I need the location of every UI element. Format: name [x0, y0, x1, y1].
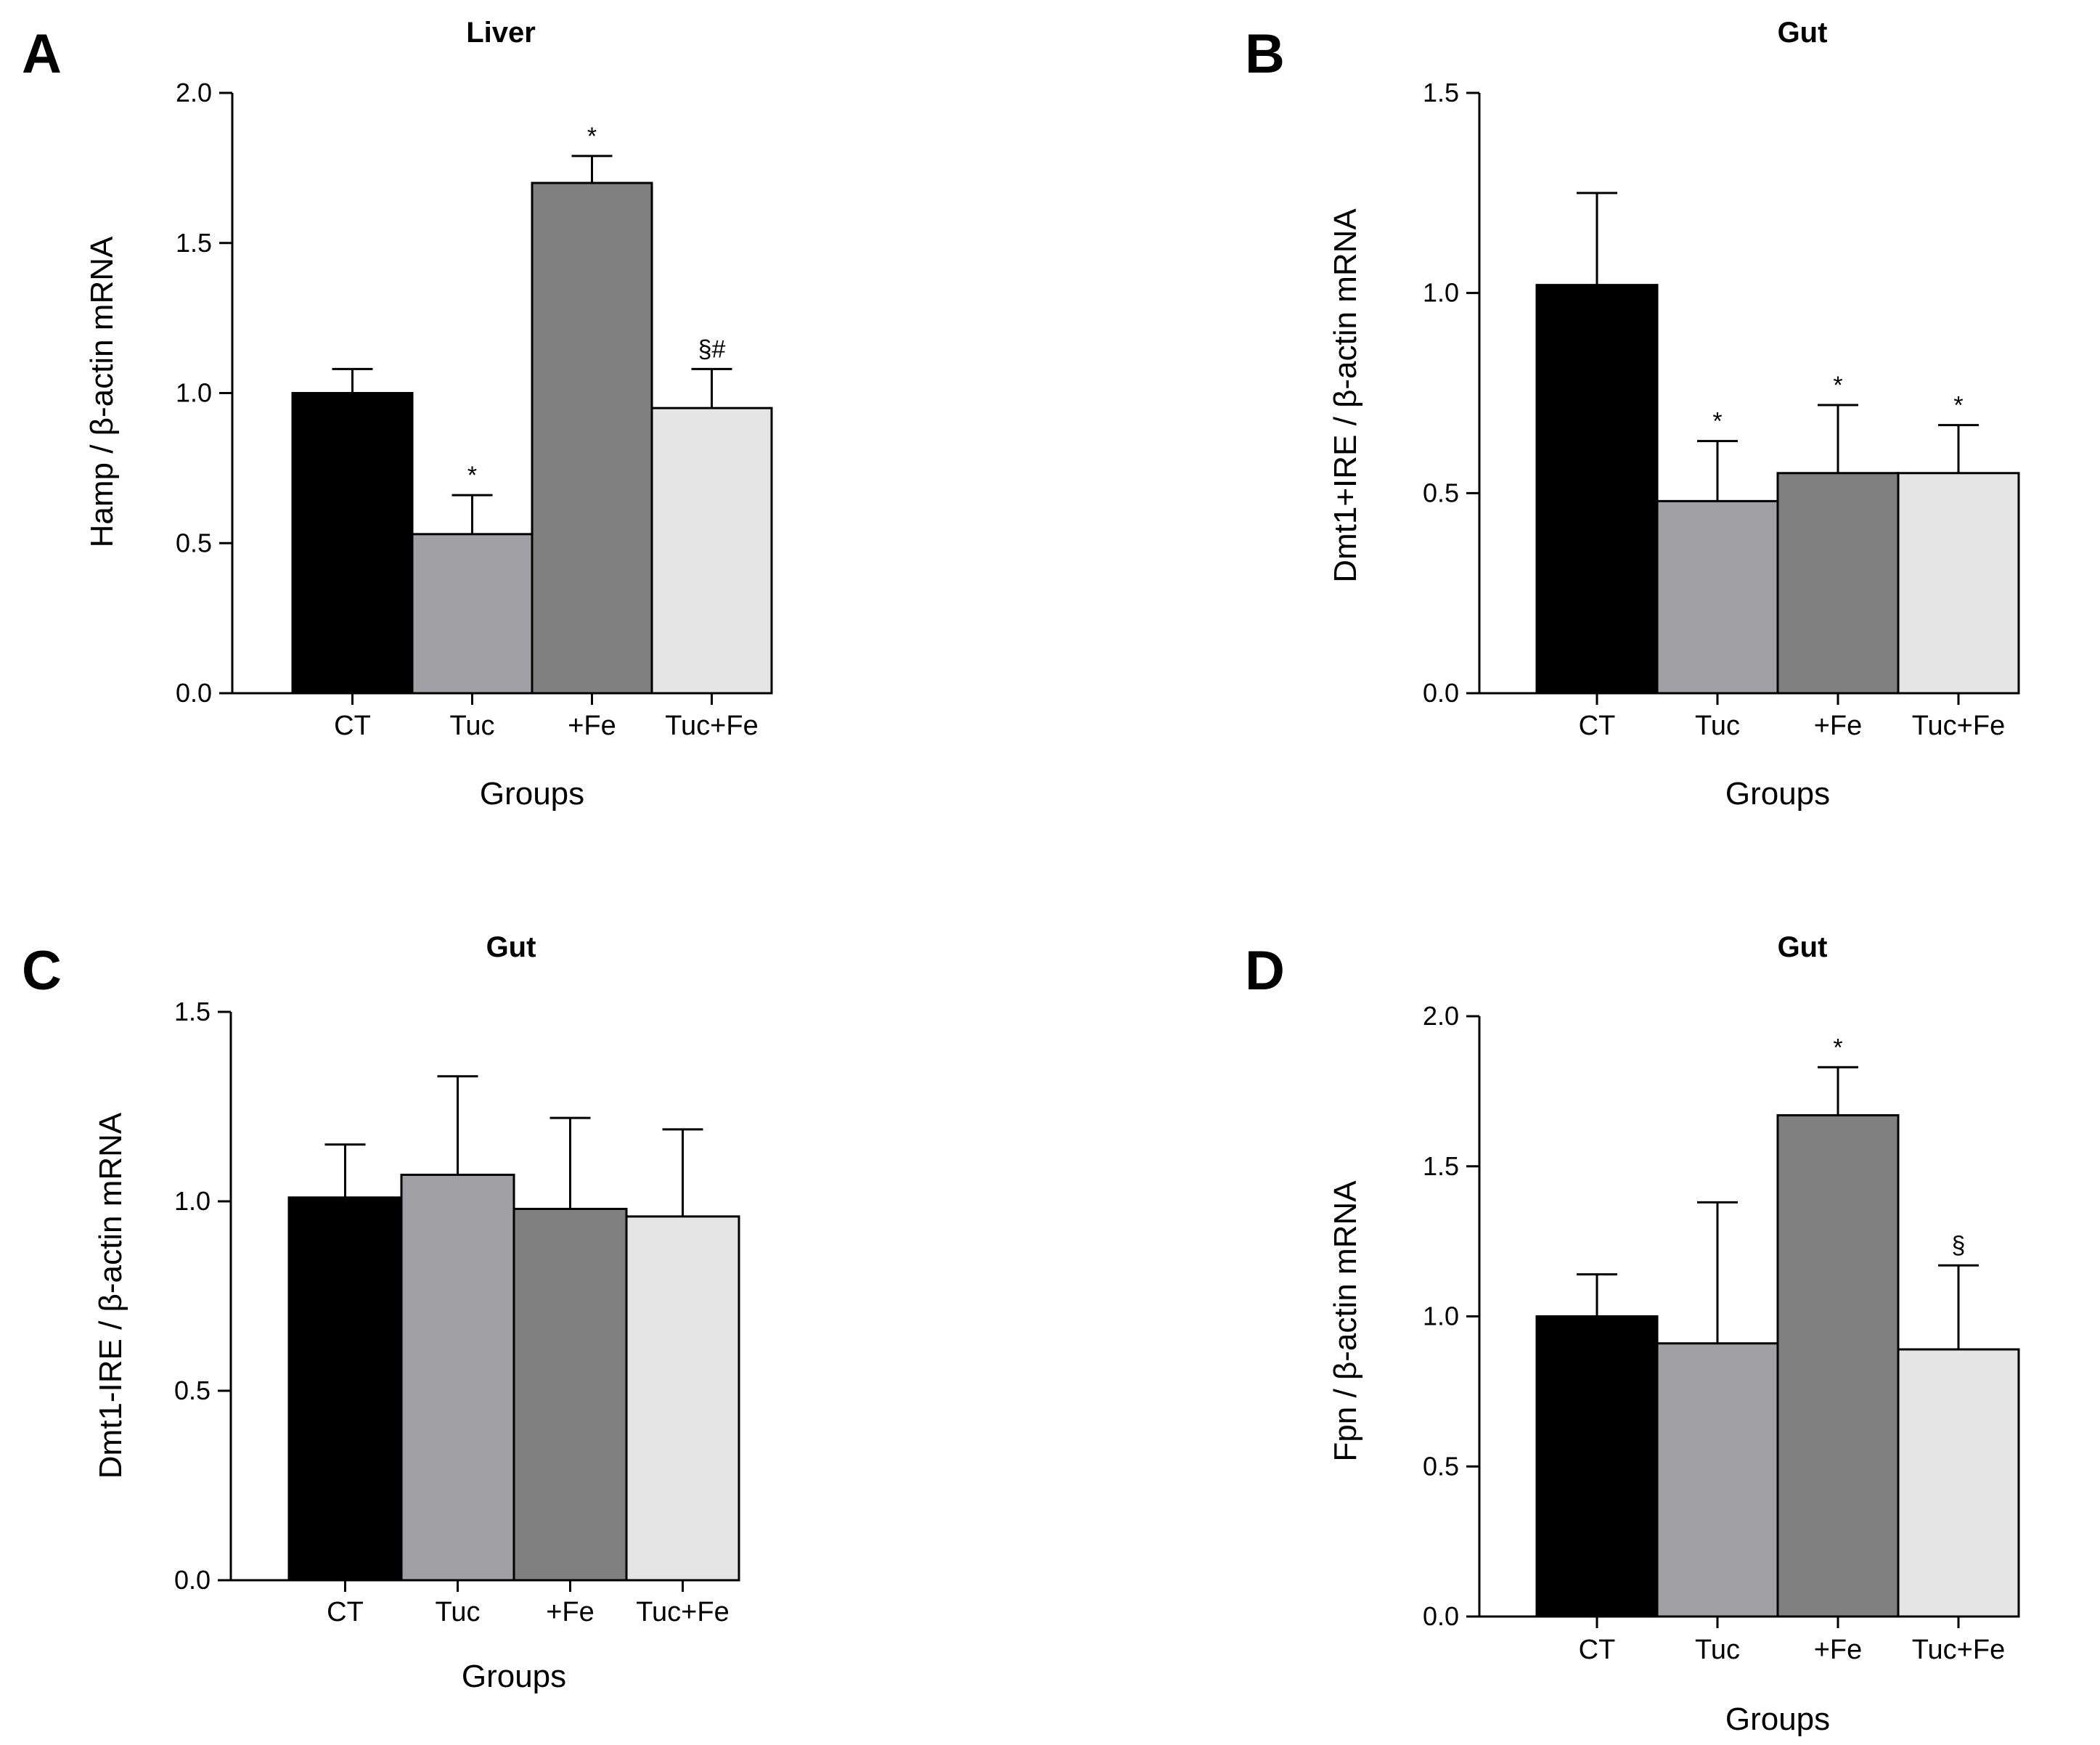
category-label: Tuc+Fe: [1912, 711, 2005, 741]
category-label: Tuc: [450, 711, 495, 741]
significance-marker: *: [587, 123, 597, 150]
bar-tuc: [400, 1173, 515, 1582]
category-label: Tuc+Fe: [1912, 1635, 2005, 1665]
y-tick-label: 2.0: [176, 78, 212, 107]
y-axis-title: Hamp / β-actin mRNA: [84, 236, 120, 547]
category-label: CT: [1579, 1635, 1616, 1665]
bar-tuc: [411, 533, 534, 695]
significance-marker: *: [1833, 372, 1842, 399]
y-tick-label: 2.0: [1423, 1001, 1459, 1031]
significance-marker: §: [1952, 1232, 1966, 1259]
significance-marker: *: [1833, 1034, 1842, 1061]
significance-marker: *: [1953, 392, 1963, 420]
category-label: Tuc: [1695, 1635, 1740, 1665]
bar-plus-fe: [531, 181, 653, 695]
category-label: CT: [327, 1597, 364, 1627]
panel-letter: D: [1245, 940, 1285, 1002]
bar-tuc-plus-fe: [625, 1215, 740, 1582]
significance-marker: *: [467, 462, 477, 489]
bar-tuc: [1656, 1342, 1779, 1618]
y-tick-label: 0.0: [176, 678, 212, 708]
y-tick-label: 0.5: [1423, 478, 1459, 507]
y-tick-label: 1.5: [1423, 1151, 1459, 1181]
y-axis-title: Fpn / β-actin mRNA: [1328, 1180, 1363, 1462]
x-axis-title: Groups: [480, 776, 584, 812]
bar-ct: [291, 392, 414, 695]
y-tick-label: 0.0: [174, 1565, 211, 1595]
bar-plus-fe: [512, 1207, 628, 1582]
y-tick-label: 1.5: [174, 997, 211, 1026]
y-tick-label: 1.5: [1423, 78, 1459, 107]
y-tick-label: 1.0: [174, 1186, 211, 1216]
bar-tuc: [1656, 499, 1779, 695]
y-axis-title: Dmt1+IRE / β-actin mRNA: [1328, 208, 1363, 583]
bar-ct: [1535, 284, 1659, 695]
category-label: +Fe: [568, 711, 616, 741]
category-label: +Fe: [546, 1597, 595, 1627]
bar-ct: [1535, 1315, 1659, 1618]
y-tick-label: 1.0: [176, 378, 212, 408]
bar-ct: [287, 1196, 403, 1582]
y-tick-label: 0.5: [176, 528, 212, 557]
significance-marker: §#: [698, 335, 726, 363]
panel-letter: C: [22, 940, 62, 1002]
panel-letter: B: [1245, 23, 1285, 85]
category-label: Tuc+Fe: [636, 1597, 729, 1627]
x-axis-title: Groups: [1725, 776, 1830, 812]
y-tick-label: 0.5: [174, 1376, 211, 1405]
chart-title: Gut: [1778, 931, 1828, 963]
bar-tuc-plus-fe: [1897, 472, 2020, 695]
y-tick-label: 1.0: [1423, 278, 1459, 308]
chart-title: Liver: [466, 17, 536, 49]
y-axis-title: Dmt1-IRE / β-actin mRNA: [93, 1112, 128, 1479]
category-label: Tuc+Fe: [665, 711, 758, 741]
category-label: +Fe: [1814, 1635, 1863, 1665]
y-tick-label: 0.0: [1423, 1601, 1459, 1631]
y-tick-label: 0.0: [1423, 678, 1459, 708]
chart-panel-a: A Liver 0.0 0.5 1.0 1.5 2.0 CT Tuc * +Fe * Tuc+Fe §# G…: [22, 17, 773, 812]
bar-tuc-plus-fe: [650, 406, 773, 695]
x-axis-title: Groups: [1725, 1701, 1830, 1737]
bar-plus-fe: [1776, 1113, 1900, 1618]
category-label: CT: [1579, 711, 1616, 741]
y-tick-label: 1.5: [176, 228, 212, 258]
category-label: CT: [334, 711, 371, 741]
x-axis-title: Groups: [462, 1659, 566, 1694]
category-label: Tuc: [436, 1597, 481, 1627]
chart-title: Gut: [1778, 17, 1828, 49]
bar-tuc-plus-fe: [1897, 1348, 2020, 1618]
chart-panel-b: B Gut 0.0 0.5 1.0 1.5 CT Tuc * +Fe * Tuc+Fe * Groups D…: [1245, 17, 2020, 812]
y-tick-label: 0.5: [1423, 1451, 1459, 1481]
y-tick-label: 1.0: [1423, 1301, 1459, 1331]
category-label: Tuc: [1695, 711, 1740, 741]
panel-letter: A: [22, 23, 62, 85]
bar-plus-fe: [1776, 472, 1900, 695]
significance-marker: *: [1712, 408, 1722, 436]
category-label: +Fe: [1814, 711, 1863, 741]
chart-title: Gut: [486, 931, 536, 963]
